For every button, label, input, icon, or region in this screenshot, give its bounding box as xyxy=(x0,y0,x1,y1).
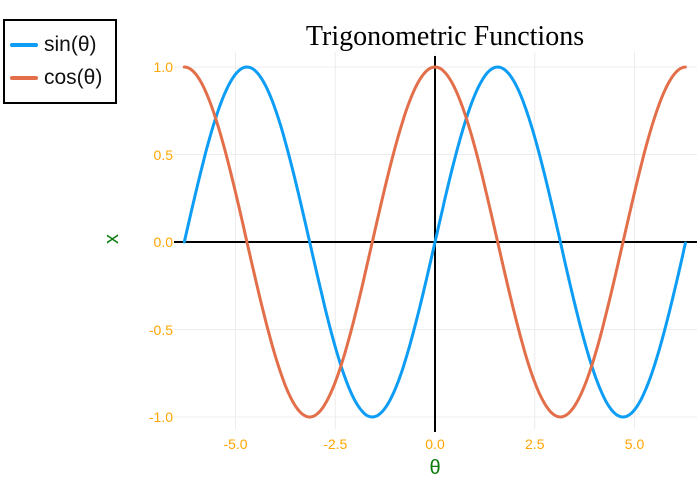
y-tick-label: 1.0 xyxy=(153,59,173,75)
legend-label-sin: sin(θ) xyxy=(44,33,97,56)
legend-item-sin: sin(θ) xyxy=(10,33,115,57)
y-tick-label: -0.5 xyxy=(148,321,173,338)
x-tick-label: 2.5 xyxy=(525,436,545,452)
legend-label-cos: cos(θ) xyxy=(44,66,103,89)
sin-curve xyxy=(182,65,687,419)
legend: sin(θ) cos(θ) xyxy=(3,19,117,104)
x-axis-label: θ xyxy=(429,457,441,479)
legend-item-cos: cos(θ) xyxy=(10,66,115,90)
cos-curve xyxy=(182,65,687,419)
chart-title: Trigonometric Functions xyxy=(305,21,585,52)
x-tick-label: 5.0 xyxy=(624,436,645,452)
cos-line-swatch xyxy=(10,76,38,80)
y-tick-label: 0.5 xyxy=(153,146,173,163)
x-tick-label: -5.0 xyxy=(223,436,248,452)
x-tick-label: 0.0 xyxy=(425,436,445,452)
x-tick-label: -2.5 xyxy=(323,436,348,452)
y-tick-label: -1.0 xyxy=(148,409,173,425)
sin-line-swatch xyxy=(10,43,38,47)
y-tick-label: 0.0 xyxy=(153,234,173,250)
y-axis-label: x xyxy=(101,234,123,244)
